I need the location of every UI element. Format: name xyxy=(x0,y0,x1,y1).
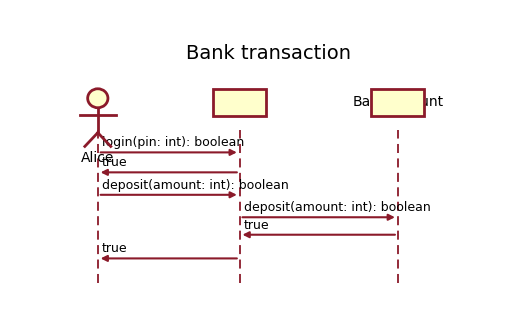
Text: Bank transaction: Bank transaction xyxy=(186,44,350,64)
Text: deposit(amount: int): boolean: deposit(amount: int): boolean xyxy=(102,179,289,192)
Text: true: true xyxy=(102,156,128,169)
Text: true: true xyxy=(244,219,269,232)
FancyBboxPatch shape xyxy=(371,89,424,116)
Text: Alice: Alice xyxy=(81,151,115,165)
Text: true: true xyxy=(102,242,128,255)
FancyBboxPatch shape xyxy=(213,89,266,116)
Text: BankAccount: BankAccount xyxy=(352,96,444,110)
Text: deposit(amount: int): boolean: deposit(amount: int): boolean xyxy=(244,201,430,214)
Ellipse shape xyxy=(88,89,108,108)
Text: ATM: ATM xyxy=(225,96,254,110)
Text: login(pin: int): boolean: login(pin: int): boolean xyxy=(102,136,244,149)
